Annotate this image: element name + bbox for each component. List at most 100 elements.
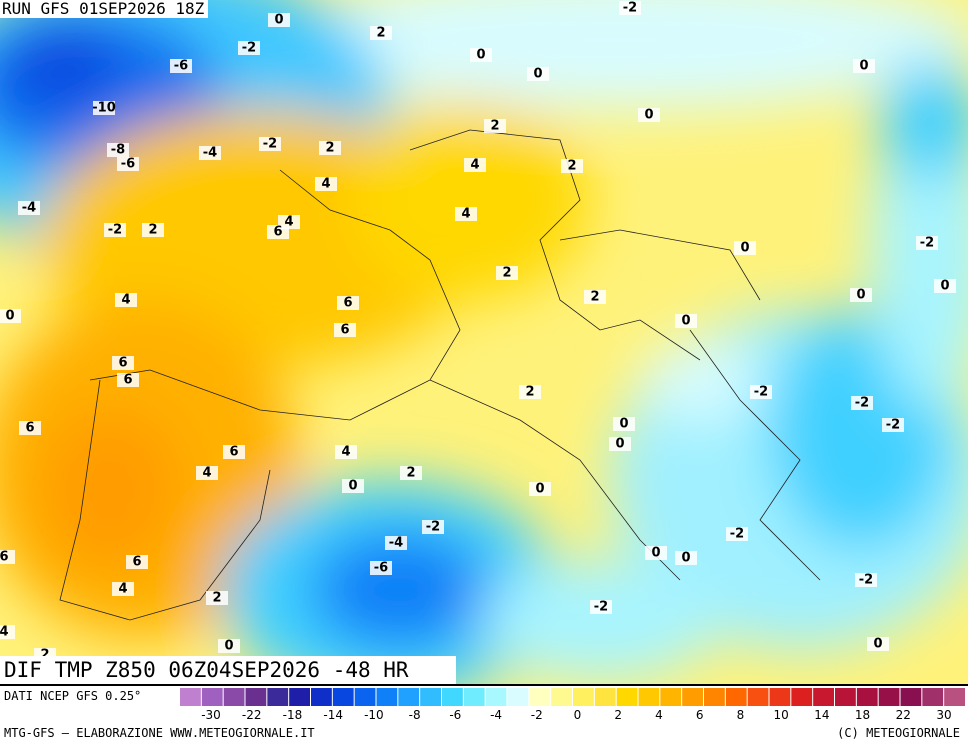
run-title: RUN GFS 01SEP2026 18Z <box>0 0 209 18</box>
color-swatch <box>922 688 944 706</box>
color-swatch <box>267 688 289 706</box>
contour-label: 4 <box>118 582 127 597</box>
label-bg <box>855 573 877 587</box>
contour-label: 2 <box>490 119 499 134</box>
label-bg <box>206 591 228 605</box>
contour-label: 0 <box>348 479 357 494</box>
label-bg <box>734 241 756 255</box>
contour-label: 6 <box>25 421 34 436</box>
label-bg <box>218 639 240 653</box>
contour-label: -2 <box>263 137 277 152</box>
label-bg <box>115 293 137 307</box>
contour-label: 2 <box>567 159 576 174</box>
temperature-field <box>0 0 968 684</box>
label-bg <box>584 290 606 304</box>
color-swatch <box>573 688 594 706</box>
colorbar-tick-label: 22 <box>896 708 911 722</box>
colorbar-tick-label: 18 <box>855 708 870 722</box>
color-swatch <box>682 688 703 706</box>
label-bg <box>675 551 697 565</box>
colorbar-tick-label: 2 <box>614 708 622 722</box>
contour-label: 0 <box>681 551 690 566</box>
contour-label: -6 <box>174 59 188 74</box>
label-bg <box>267 225 289 239</box>
contour-label: 2 <box>376 26 385 41</box>
contour-label: 6 <box>273 225 282 240</box>
label-bg <box>117 373 139 387</box>
colorbar-tick-label: -2 <box>531 708 543 722</box>
color-swatch <box>442 688 463 706</box>
label-bg <box>259 137 281 151</box>
color-swatch <box>332 688 354 706</box>
contour-label: -6 <box>374 561 388 576</box>
contour-label: 0 <box>535 482 544 497</box>
contour-label: 0 <box>274 13 283 28</box>
colorbar-tick-label: -22 <box>242 708 262 722</box>
label-bg <box>93 101 115 115</box>
contour-label: 6 <box>229 445 238 460</box>
label-bg <box>519 385 541 399</box>
contour-label: 0 <box>940 279 949 294</box>
contour-label: 4 <box>470 158 479 173</box>
color-swatch <box>223 688 245 706</box>
label-bg <box>337 296 359 310</box>
color-swatch <box>289 688 310 706</box>
contour-label: 4 <box>121 293 130 308</box>
label-bg <box>126 555 148 569</box>
label-bg <box>470 48 492 62</box>
label-bg <box>18 201 40 215</box>
colorbar-tick-label: -18 <box>283 708 303 722</box>
colorbar-tick-label: 14 <box>814 708 829 722</box>
contour-label: 0 <box>5 309 14 324</box>
footer-left: MTG-GFS — ELABORAZIONE WWW.METEOGIORNALE… <box>4 726 315 740</box>
contour-label: 0 <box>651 546 660 561</box>
contour-label: 0 <box>533 67 542 82</box>
source: DATI NCEP GFS 0.25° <box>4 689 142 703</box>
contour-label: -4 <box>203 146 217 161</box>
label-bg <box>0 550 15 564</box>
color-swatch <box>856 688 878 706</box>
contour-label: 4 <box>341 445 350 460</box>
contour-label: 0 <box>856 288 865 303</box>
contour-label: 4 <box>321 177 330 192</box>
contour-label: 4 <box>284 215 293 230</box>
label-bg <box>638 108 660 122</box>
label-bg <box>107 143 129 157</box>
contour-label: 2 <box>212 591 221 606</box>
color-swatch <box>704 688 725 706</box>
label-bg <box>455 207 477 221</box>
label-bg <box>0 625 15 639</box>
contour-label: 2 <box>325 141 334 156</box>
color-swatch <box>660 688 682 706</box>
label-bg <box>268 13 290 27</box>
color-swatch <box>245 688 267 706</box>
color-swatch <box>311 688 332 706</box>
contour-label: 2 <box>525 385 534 400</box>
label-bg <box>334 323 356 337</box>
colorbar-tick-label: 6 <box>696 708 704 722</box>
contour-label: -10 <box>92 101 116 116</box>
color-swatch <box>529 688 551 706</box>
contour-label: 2 <box>40 648 49 663</box>
color-swatch <box>354 688 376 706</box>
color-swatch <box>376 688 398 706</box>
label-bg <box>0 309 21 323</box>
label-bg <box>19 421 41 435</box>
color-swatch <box>878 688 900 706</box>
label-bg <box>645 546 667 560</box>
label-bg <box>613 417 635 431</box>
colorbar: -30 -22 -18 -14 -10 -8 -6 -4 -2 0 2 4 6 8 10 14 18 22 30 <box>180 688 965 722</box>
label-bg <box>117 157 139 171</box>
color-swatch <box>900 688 922 706</box>
colorbar-tick-label: -6 <box>449 708 461 722</box>
contour-label: 6 <box>0 550 9 565</box>
colorbar-tick-label: -4 <box>490 708 502 722</box>
label-bg <box>619 1 641 15</box>
contour-label: -2 <box>859 573 873 588</box>
colorbar-tick-label: 10 <box>773 708 788 722</box>
contour-label: 6 <box>343 296 352 311</box>
contour-label: 4 <box>461 207 470 222</box>
map-title: DIF TMP Z850 06Z04SEP2026 -48 HR <box>0 656 456 684</box>
color-swatch <box>813 688 834 706</box>
